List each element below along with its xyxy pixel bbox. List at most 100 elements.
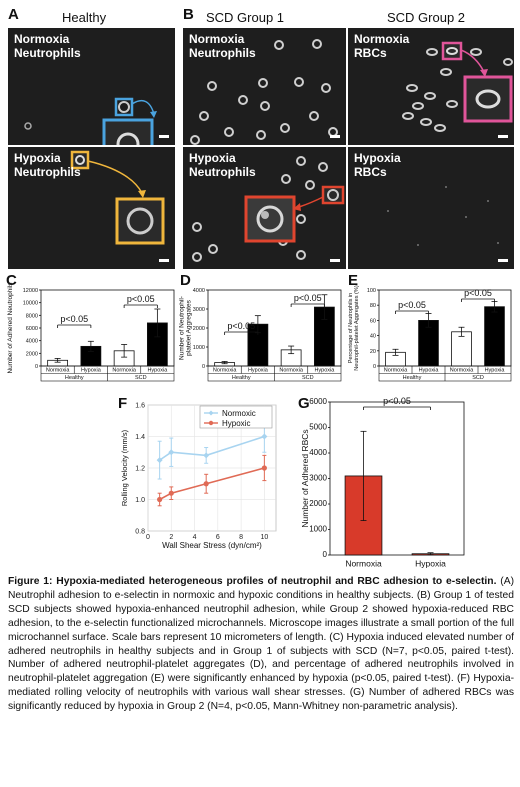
significance-label: p<0.05 [464,288,492,298]
y-tick-label: 80 [370,303,376,309]
y-tick-label: 2000 [193,326,205,332]
y-tick-label: 4000 [193,288,205,294]
significance-label: p<0.05 [398,300,426,310]
data-point [157,496,163,503]
x-tick-label: 10 [260,534,268,541]
caption-body: (A) Neutrophil adhesion to e-selectin in… [8,576,514,713]
micrograph-image [192,156,345,262]
chart-e-svg: 0 20 40 60 80 100 Percentage of Neutrophils in… [348,285,512,382]
panel-label-g: G [298,395,310,412]
micrograph-label: Hypoxia Neutrophils [14,151,81,179]
significance-label: p<0.05 [127,294,155,304]
x-axis-label: Wall Shear Stress (dyn/cm²) [162,541,262,550]
y-tick-label: 2000 [26,351,38,357]
data-point [168,449,175,456]
y-tick-label: 0 [373,364,376,370]
significance-label: p<0.05 [294,293,322,303]
y-tick-label: 6000 [26,326,38,332]
category-label: Hypoxia [415,559,446,569]
legend-label: Normoxic [222,409,256,418]
micrograph-image [402,41,513,132]
category-label: Normoxia [384,368,408,374]
scale-bar [330,135,340,138]
y-tick-label: 1000 [309,525,327,534]
y-tick-label: 1.2 [135,466,145,473]
micrograph-image [190,39,338,145]
y-axis-label: Percentage of Neutrophils inNeutrophil-p… [348,285,360,371]
y-tick-label: 40 [370,334,376,340]
data-point [156,457,163,464]
significance-label: p<0.05 [60,314,88,324]
data-point [203,452,210,459]
chart-f: 0.8 1.0 1.2 1.4 1.6 0 2 4 6 8 10 Wall Shear Stress … [116,395,284,565]
y-tick-label: 20 [370,349,376,355]
y-tick-label: 4000 [309,448,327,457]
scale-bar [498,259,508,262]
micrograph-label: Normoxia Neutrophils [189,32,256,60]
column-title-healthy: Healthy [62,10,107,25]
x-tick-label: 2 [169,534,173,541]
micrograph-scd1-normoxia: Normoxia Neutrophils [183,28,346,145]
data-point [261,465,267,471]
group-label: Healthy [403,375,422,381]
y-tick-label: 5000 [309,423,327,432]
y-axis-label: Rolling Velocity (mm/s) [120,429,129,506]
scale-bar [159,135,169,138]
y-axis-label: Number of Adhered Neutrophils [7,282,14,374]
panel-label-c: C [6,272,17,289]
micrograph-label: Hypoxia Neutrophils [189,151,256,179]
y-tick-label: 3000 [193,307,205,313]
y-tick-label: 1.0 [135,497,145,504]
significance-label: p<0.05 [383,396,411,406]
group-label: Healthy [232,375,251,381]
group-label: Healthy [65,375,84,381]
category-label: Normoxia [112,368,136,374]
category-label: Normoxia [345,559,382,569]
y-tick-label: 2000 [309,499,327,508]
y-tick-label: 0.8 [135,529,145,536]
y-tick-label: 60 [370,318,376,324]
y-axis-label: Number of Neutrophil-platelet Aggregates [178,296,192,360]
panel-label-b: B [183,6,194,23]
legend-marker [208,420,214,426]
micrograph-label: Normoxia Neutrophils [14,32,81,60]
x-tick-label: 6 [216,534,220,541]
y-axis-label: Number of Adhered RBCs [300,429,310,527]
y-tick-label: 1.4 [135,434,145,441]
bar [451,331,472,367]
legend-label: Hypoxic [222,419,250,428]
x-tick-label: 8 [239,534,243,541]
panel-label-f: F [118,395,128,412]
category-label: Normoxia [450,368,474,374]
micrograph-scd2-normoxia: Normoxia RBCs [348,28,514,145]
data-point [203,481,209,487]
series-line [159,467,265,501]
chart-g-svg: 0 1000 2000 3000 4000 5000 6000 Number of Adher… [300,396,465,569]
category-label: Normoxia [213,368,237,374]
chart-d: 0 1000 2000 3000 4000 Number of Neutrophil-pl… [178,282,346,390]
y-tick-label: 100 [367,288,376,294]
category-label: Normoxia [279,368,303,374]
chart-e: 0 20 40 60 80 100 Percentage of Neutrophils in… [346,282,516,390]
y-tick-label: 1.6 [135,403,145,410]
y-tick-label: 10000 [23,301,38,307]
data-point [261,433,268,440]
significance-label: p<0.05 [227,321,255,331]
category-label: Hypoxia [485,368,506,374]
x-tick-label: 4 [193,534,197,541]
y-tick-label: 0 [202,364,205,370]
micrograph-image [70,150,165,245]
chart-c-svg: 0 2000 4000 6000 8000 10000 12000 Number of Adh… [7,282,175,382]
data-point [168,490,174,496]
micrograph-scd1-hypoxia: Hypoxia Neutrophils [183,147,346,269]
group-label: SCD [302,375,314,381]
series-line [159,435,265,461]
legend-marker [208,410,214,416]
micrograph-label: Hypoxia RBCs [354,151,401,179]
column-title-scd-group2: SCD Group 2 [387,10,466,25]
bar [484,306,505,367]
micrograph-label: Normoxia RBCs [354,32,410,60]
y-tick-label: 0 [35,364,38,370]
